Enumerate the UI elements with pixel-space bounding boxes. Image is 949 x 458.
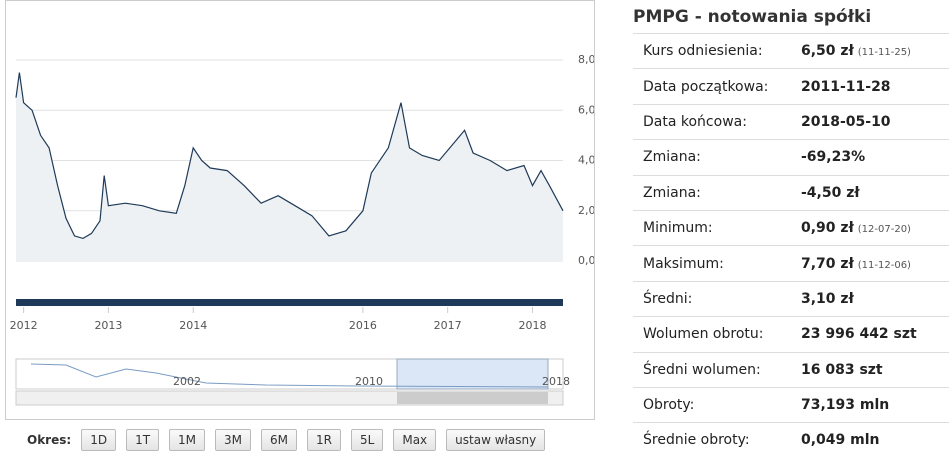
row-label: Zmiana: — [633, 139, 801, 176]
period-bar: Okres: 1D 1T 1M 3M 6M 1R 5L Max ustaw własny — [27, 429, 555, 451]
row-value: 7,70 zł — [801, 255, 854, 272]
row-note: (12-07-20) — [857, 224, 911, 236]
row-value-cell: 6,50 zł (11-11-25) — [801, 32, 949, 69]
table-row: Kurs odniesienia: 6,50 zł (11-11-25) — [633, 32, 949, 69]
price-area — [16, 72, 563, 261]
row-value: 2018-05-10 — [801, 113, 891, 130]
row-label: Średni: — [633, 280, 801, 317]
period-button[interactable]: Max — [393, 429, 437, 451]
row-value: -69,23% — [801, 149, 866, 166]
period-button[interactable]: ustaw własny — [446, 429, 546, 451]
x-tick-label: 2016 — [349, 319, 377, 332]
y-tick-label: 8,00 — [578, 53, 594, 66]
navigator-line — [30, 363, 549, 388]
x-tick-label: 2014 — [179, 319, 207, 332]
row-value-cell: 23 996 442 szt — [801, 316, 949, 353]
x-tick-label: 2013 — [94, 319, 122, 332]
chart-panel: 0,00 2,00 4,00 6,00 8,00 2012 2013 2014 2016 2017… — [5, 0, 603, 420]
summary-table: Kurs odniesienia: 6,50 zł (11-11-25) Data p… — [633, 32, 949, 458]
row-value-cell: -69,23% — [801, 139, 949, 176]
title: PMPG - notowania spółki — [633, 7, 872, 27]
volume-band — [16, 299, 563, 306]
y-tick-label: 4,00 — [578, 154, 594, 167]
row-label: Data początkowa: — [633, 68, 801, 105]
price-line — [15, 72, 564, 240]
row-value-cell: 0,049 mln — [801, 422, 949, 458]
row-value-cell: 73,193 mln — [801, 386, 949, 423]
row-value: 0,049 mln — [801, 432, 880, 449]
summary: PMPG - notowania spółki Kurs odniesienia… — [633, 0, 949, 458]
row-label: Średni wolumen: — [633, 351, 801, 388]
x-tick-label: 2018 — [518, 319, 546, 332]
table-row: Średni: 3,10 zł — [633, 280, 949, 317]
row-value-cell: 16 083 szt — [801, 351, 949, 388]
navigator-selection — [396, 358, 549, 390]
row-value: 6,50 zł — [801, 43, 854, 60]
navigator-label: 2002 — [173, 375, 201, 388]
scrollbar-thumb[interactable] — [397, 392, 548, 404]
table-row: Średni wolumen: 16 083 szt — [633, 351, 949, 388]
row-label: Data końcowa: — [633, 103, 801, 140]
row-value-cell: 3,10 zł — [801, 280, 949, 317]
period-label: Okres: — [27, 433, 72, 447]
row-value-cell: 7,70 zł (11-12-06) — [801, 245, 949, 282]
row-value: -4,50 zł — [801, 184, 860, 201]
period-button[interactable]: 5L — [351, 429, 384, 451]
navigator-label: 2010 — [355, 375, 383, 388]
row-value: 73,193 mln — [801, 397, 890, 414]
period-button[interactable]: 1D — [81, 429, 117, 451]
row-value: 0,90 zł — [801, 220, 854, 237]
table-row: Zmiana: -4,50 zł — [633, 174, 949, 211]
row-label: Kurs odniesienia: — [633, 32, 801, 69]
row-value: 16 083 szt — [801, 361, 883, 378]
table-row: Maksimum: 7,70 zł (11-12-06) — [633, 245, 949, 282]
table-row: Data początkowa: 2011-11-28 — [633, 68, 949, 105]
row-note: (11-12-06) — [857, 259, 911, 271]
row-label: Maksimum: — [633, 245, 801, 282]
row-label: Średnie obroty: — [633, 422, 801, 458]
row-label: Obroty: — [633, 386, 801, 423]
y-tick-label: 6,00 — [578, 103, 594, 116]
table-row: Średnie obroty: 0,049 mln — [633, 422, 949, 458]
row-label: Zmiana: — [633, 174, 801, 211]
navigator-label: 2018 — [542, 375, 570, 388]
chart: 0,00 2,00 4,00 6,00 8,00 2012 2013 2014 2016 2017… — [10, 53, 603, 406]
x-tick-label: 2012 — [10, 319, 38, 332]
period-button[interactable]: 1T — [126, 429, 160, 451]
row-value-cell: 0,90 zł (12-07-20) — [801, 209, 949, 246]
table-row: Zmiana: -69,23% — [633, 139, 949, 176]
row-value: 2011-11-28 — [801, 78, 891, 95]
row-label: Minimum: — [633, 209, 801, 246]
x-tick-label: 2017 — [434, 319, 462, 332]
period-button[interactable]: 1M — [169, 429, 206, 451]
y-tick-label: 2,00 — [578, 204, 594, 217]
table-row: Minimum: 0,90 zł (12-07-20) — [633, 209, 949, 246]
row-value-cell: -4,50 zł — [801, 174, 949, 211]
table-row: Obroty: 73,193 mln — [633, 386, 949, 423]
row-value: 3,10 zł — [801, 290, 854, 307]
row-value-cell: 2011-11-28 — [801, 68, 949, 105]
row-value: 23 996 442 szt — [801, 326, 917, 343]
period-button[interactable]: 6M — [261, 429, 298, 451]
period-button[interactable]: 3M — [215, 429, 252, 451]
row-value-cell: 2018-05-10 — [801, 103, 949, 140]
row-note: (11-11-25) — [857, 47, 911, 59]
table-row: Data końcowa: 2018-05-10 — [633, 103, 949, 140]
table-row: Wolumen obrotu: 23 996 442 szt — [633, 316, 949, 353]
row-label: Wolumen obrotu: — [633, 316, 801, 353]
period-button[interactable]: 1R — [307, 429, 342, 451]
y-tick-label: 0,00 — [578, 254, 594, 267]
